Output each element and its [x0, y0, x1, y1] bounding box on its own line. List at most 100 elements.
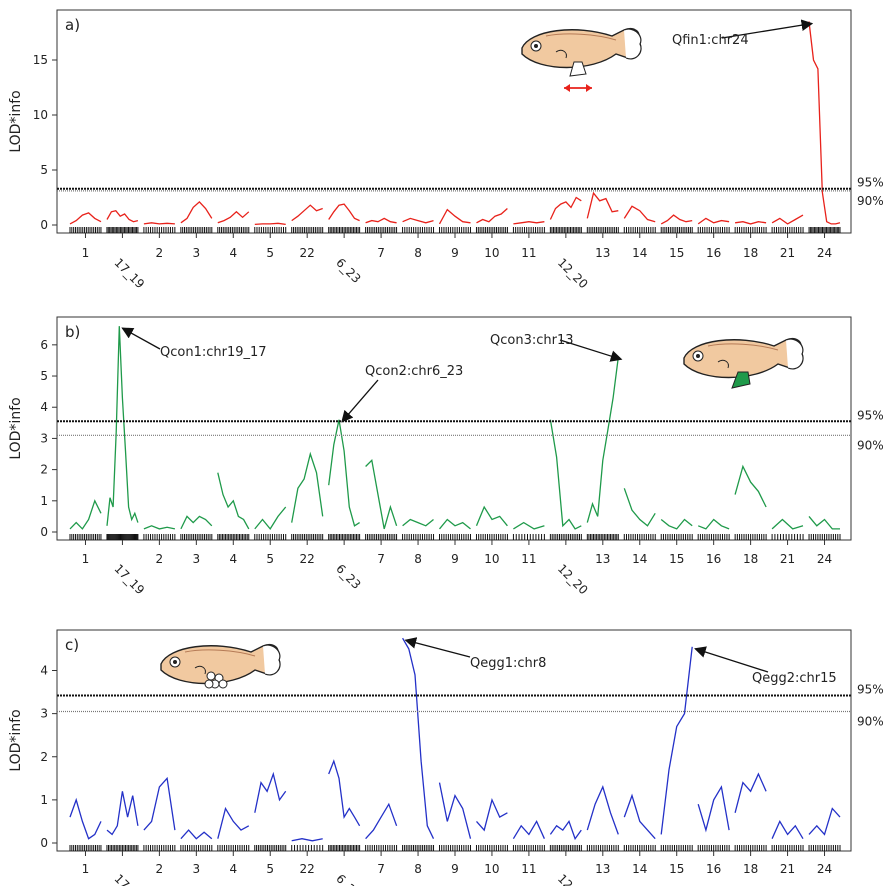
threshold-label: 95%: [857, 408, 884, 422]
marker-rug: [808, 845, 841, 851]
y-tick-label: 4: [40, 400, 48, 414]
lod-curve-17_19: [106, 326, 139, 526]
lod-curve-4: [217, 210, 250, 224]
x-tick-label: 11: [521, 246, 536, 260]
lod-curve-11: [513, 221, 545, 225]
fish-tail-icon: [623, 28, 642, 60]
y-tick-label: 1: [40, 494, 48, 508]
marker-rug: [623, 845, 656, 851]
lod-curve-24: [808, 515, 840, 530]
x-tick-label: 12_20: [555, 256, 591, 292]
fish-gill-icon: [717, 359, 729, 369]
marker-rug: [402, 534, 435, 540]
x-tick-label: 8: [414, 552, 422, 566]
x-tick-label: 11: [521, 552, 536, 566]
annotation-label: Qegg2:chr15: [752, 671, 837, 686]
marker-rug: [586, 227, 619, 233]
annotation-label: Qegg1:chr8: [470, 656, 546, 671]
x-tick-label: 17_19: [111, 872, 147, 886]
fin-length-arrowheads-icon: [564, 84, 592, 92]
x-tick-label: 2: [156, 862, 164, 876]
marker-rug: [291, 227, 324, 233]
chart-panel-b: b) LOD*info 0 1 2 3 4 5 6 1 17_19 2 3 4 5 22 6_23 7 8 9 10 11…: [8, 316, 884, 597]
lod-curve-24: [808, 21, 841, 225]
y-tick-label: 3: [40, 431, 48, 445]
fish-stripe-icon: [707, 343, 779, 351]
marker-rug: [475, 845, 508, 851]
threshold-label: 95%: [857, 683, 884, 697]
x-tick-label: 15: [669, 552, 684, 566]
y-tick-label: 0: [40, 525, 48, 539]
marker-rug: [475, 534, 508, 540]
y-tick-label: 4: [40, 664, 48, 678]
marker-rug: [254, 227, 287, 233]
x-tick-label: 12_20: [555, 872, 591, 886]
lod-curve-9: [438, 518, 471, 530]
marker-rug: [771, 227, 804, 233]
medaka-fish-fin-icon: [521, 28, 642, 92]
x-tick-label: 21: [780, 862, 795, 876]
x-tick-label: 5: [266, 552, 274, 566]
lod-curve-3: [180, 200, 213, 224]
marker-rug: [549, 845, 582, 851]
lod-curve-1: [69, 797, 102, 840]
y-tick-label: 5: [40, 163, 48, 177]
marker-rug: [217, 845, 250, 851]
lod-curve-16: [697, 217, 730, 225]
marker-rug: [402, 227, 435, 233]
marker-rug: [586, 534, 619, 540]
x-tick-label: 6_23: [333, 562, 363, 592]
x-tick-label: 16: [706, 862, 721, 876]
lod-curve-22: [291, 451, 324, 523]
x-tick-label: 10: [484, 246, 499, 260]
y-tick-label: 1: [40, 793, 48, 807]
threshold-label: 95%: [857, 176, 884, 190]
plot-frame: [56, 629, 852, 852]
marker-rug: [660, 845, 693, 851]
lod-curve-6_23: [328, 203, 360, 222]
lod-curve-6_23: [328, 759, 361, 827]
x-tick-label: 22: [300, 862, 315, 876]
x-tick-label: 22: [300, 552, 315, 566]
marker-rug: [402, 845, 435, 851]
chart-panel-c: c) LOD*info 0 1 2 3 4 1 17_19 2 3 4 5 22 6_23 7 8 9 10 11 12…: [8, 629, 884, 886]
x-tick-label: 15: [669, 862, 684, 876]
marker-rug: [512, 845, 545, 851]
lod-curve-7: [365, 217, 397, 224]
x-tick-label: 14: [632, 552, 647, 566]
marker-rug: [734, 227, 767, 233]
marker-rug: [291, 534, 324, 540]
x-tick-label: 18: [743, 246, 758, 260]
lod-curve-13: [586, 191, 619, 219]
x-tick-label: 4: [229, 862, 237, 876]
lod-curve-24: [808, 807, 841, 836]
marker-rug: [808, 534, 841, 540]
x-tick-label: 1: [82, 862, 90, 876]
y-tick-label: 5: [40, 369, 48, 383]
lod-curve-4: [217, 472, 250, 530]
x-tick-label: 2: [156, 552, 164, 566]
x-tick-label: 13: [595, 552, 610, 566]
x-tick-label: 10: [484, 552, 499, 566]
fish-tail-icon: [785, 338, 804, 370]
lod-curve-18: [735, 221, 767, 225]
lod-curve-16: [697, 518, 730, 530]
x-tick-label: 3: [193, 246, 201, 260]
lod-curve-22: [291, 838, 323, 842]
egg-icon: [206, 671, 216, 681]
lod-curve-6_23: [328, 419, 360, 527]
lod-curve-15: [660, 646, 693, 835]
x-tick-label: 7: [377, 246, 385, 260]
lod-curve-12_20: [549, 820, 582, 841]
y-tick-label: 2: [40, 463, 48, 477]
marker-rug: [365, 845, 398, 851]
marker-rug: [328, 227, 361, 233]
y-tick-label: 0: [40, 836, 48, 850]
x-tick-label: 15: [669, 246, 684, 260]
lod-curve-4: [217, 806, 250, 839]
y-tick-label: 0: [40, 218, 48, 232]
fish-stripe-icon: [545, 33, 617, 41]
x-tick-label: 13: [595, 246, 610, 260]
marker-rug: [254, 534, 287, 540]
lod-curve-22: [291, 204, 323, 222]
